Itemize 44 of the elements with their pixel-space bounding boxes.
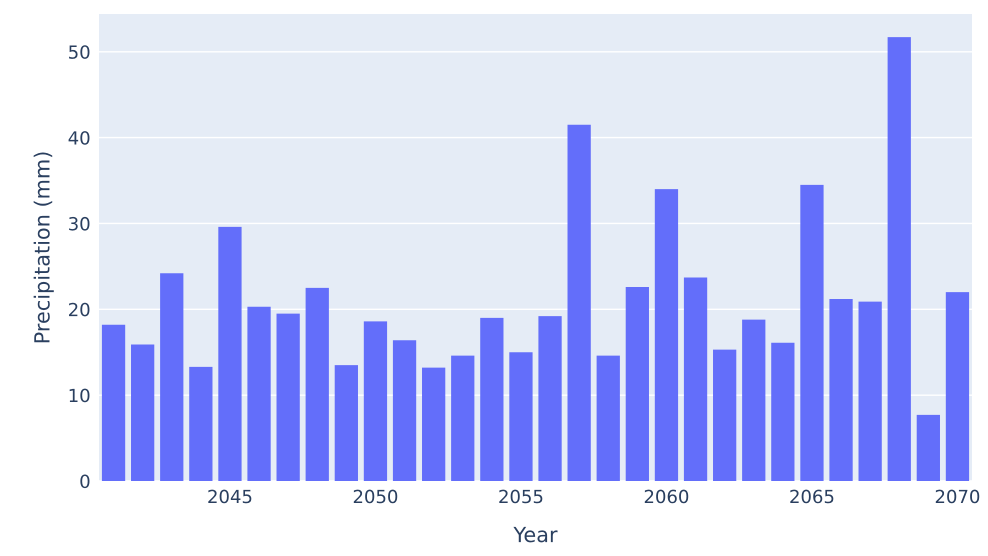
bar bbox=[364, 321, 388, 481]
bar bbox=[189, 366, 212, 481]
bar bbox=[480, 318, 504, 481]
x-tick-label: 2070 bbox=[936, 490, 980, 504]
bar bbox=[334, 365, 358, 481]
bar bbox=[131, 344, 154, 481]
bar bbox=[102, 324, 126, 481]
y-tick-label: 30 bbox=[69, 216, 90, 231]
bar bbox=[392, 340, 416, 481]
x-tick-label: 2065 bbox=[790, 490, 834, 504]
y-axis-title: Precipitation (mm) bbox=[34, 152, 54, 342]
bar bbox=[306, 288, 329, 481]
y-tick-label: 0 bbox=[80, 474, 90, 488]
bar bbox=[742, 320, 766, 481]
bar bbox=[538, 316, 562, 481]
bar bbox=[160, 273, 184, 481]
bar bbox=[800, 184, 824, 481]
bar bbox=[771, 342, 794, 481]
y-tick-label: 40 bbox=[68, 131, 90, 145]
x-axis-title: Year bbox=[513, 526, 558, 542]
bar bbox=[684, 278, 708, 481]
bar bbox=[276, 314, 300, 481]
y-tick-label: 50 bbox=[69, 45, 90, 59]
x-tick-label: 2050 bbox=[354, 490, 398, 504]
bar bbox=[247, 306, 271, 481]
bar bbox=[858, 302, 882, 481]
bar bbox=[713, 350, 736, 481]
bar bbox=[509, 352, 533, 481]
x-tick-label: 2055 bbox=[499, 490, 542, 504]
bar bbox=[422, 368, 446, 481]
x-tick-label: 2045 bbox=[208, 490, 252, 504]
bar bbox=[916, 414, 940, 481]
bar bbox=[888, 37, 911, 481]
bar bbox=[626, 286, 649, 481]
bar bbox=[451, 356, 474, 481]
bar bbox=[568, 124, 591, 481]
bar bbox=[596, 356, 620, 481]
y-tick-label: 20 bbox=[69, 302, 90, 316]
bar bbox=[218, 226, 242, 481]
y-tick-label: 10 bbox=[70, 388, 90, 402]
x-tick-label: 2060 bbox=[644, 490, 688, 504]
bar bbox=[829, 299, 853, 481]
bar bbox=[654, 189, 678, 481]
bar bbox=[946, 292, 970, 481]
